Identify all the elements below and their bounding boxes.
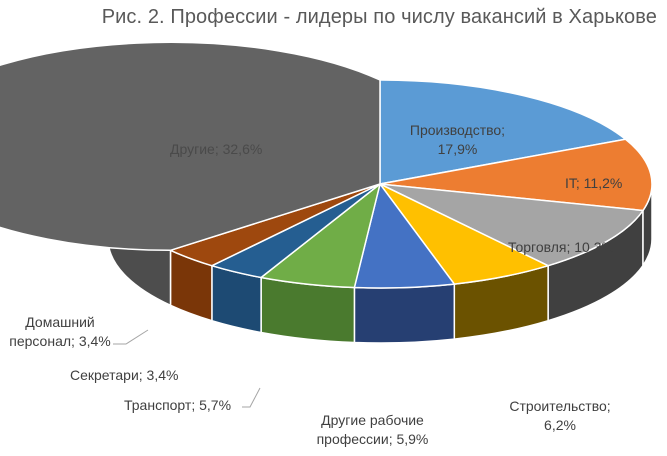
side-drugie-rabochie	[353, 283, 456, 344]
slice-proizvodstvo	[379, 79, 627, 185]
label-domashniy-name: Домашний	[25, 314, 95, 330]
label-proizvodstvo-value: 17,9%	[437, 141, 478, 157]
leader-lines	[113, 329, 261, 408]
label-transport: Транспорт; 5,7%	[124, 397, 232, 413]
label-domashniy-value: персонал; 3,4%	[9, 333, 111, 349]
slice-drugie	[0, 41, 381, 252]
label-torgovlya: Торговля; 10,3%	[508, 239, 614, 255]
pie-top-faces	[0, 41, 653, 289]
slice-it	[379, 138, 653, 212]
leader-line-domashniy	[113, 329, 149, 345]
leader-line-transport	[242, 387, 261, 408]
label-drugie: Другие; 32,6%	[170, 141, 263, 157]
label-stroitelstvo-value: 6,2%	[544, 417, 576, 433]
label-stroitelstvo: Строительство; 6,2%	[500, 397, 620, 435]
pie-side-walls	[107, 183, 653, 344]
label-drugie-rabochie-value: профессии; 5,9%	[316, 431, 429, 447]
label-drugie-rabochie-name: Другие рабочие	[321, 412, 424, 428]
label-stroitelstvo-name: Строительство;	[509, 398, 611, 414]
slice-torgovlya	[379, 183, 644, 267]
label-drugie-rabochie: Другие рабочие профессии; 5,9%	[310, 411, 435, 449]
label-it: IT; 11,2%	[565, 175, 623, 191]
label-proizvodstvo-name: Производство;	[409, 122, 506, 138]
label-domashniy: Домашний персонал; 3,4%	[5, 313, 115, 351]
label-proizvodstvo: Производство; 17,9%	[395, 121, 520, 159]
label-sekretari: Секретари; 3,4%	[70, 367, 179, 383]
chart-title: Рис. 2. Профессии - лидеры по числу вака…	[101, 6, 657, 28]
